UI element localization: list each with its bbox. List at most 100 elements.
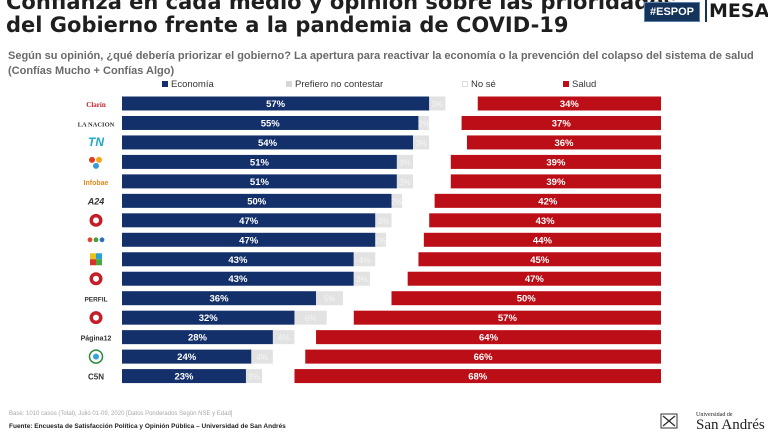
bar-prefiero-6 bbox=[391, 193, 403, 208]
category-label-5: Infobae bbox=[84, 180, 109, 187]
legend-item-economia: Economía bbox=[162, 79, 214, 90]
bar-economia-1 bbox=[122, 96, 430, 111]
bar-prefiero-1 bbox=[429, 96, 446, 111]
label-economia-12: 32% bbox=[199, 313, 219, 324]
bar-salud-15 bbox=[294, 369, 661, 384]
bar-nose-13 bbox=[294, 330, 317, 345]
label-economia-3: 54% bbox=[258, 138, 278, 149]
bar-prefiero-2 bbox=[418, 115, 430, 130]
bar-economia-13 bbox=[122, 330, 273, 345]
label-prefiero-11: 5% bbox=[324, 295, 336, 304]
bar-nose-14 bbox=[272, 349, 306, 364]
mesa-logo: MESA bbox=[705, 0, 768, 22]
footer-base-note: Base: 1010 casos (Total), Julio 01-09, 2… bbox=[9, 411, 233, 417]
label-salud-1: 34% bbox=[560, 99, 580, 110]
label-salud-6: 42% bbox=[538, 196, 558, 207]
label-economia-8: 47% bbox=[239, 235, 259, 246]
label-economia-6: 50% bbox=[247, 196, 267, 207]
category-logo-4 bbox=[89, 156, 102, 169]
category-logo-7 bbox=[89, 213, 103, 227]
label-prefiero-2: 2% bbox=[418, 119, 430, 128]
university-small-text: Universidad de bbox=[696, 412, 733, 418]
bar-salud-9 bbox=[418, 252, 661, 267]
legend-label-economia: Economía bbox=[171, 79, 214, 90]
label-salud-13: 64% bbox=[479, 333, 499, 344]
bar-salud-11 bbox=[391, 291, 661, 306]
bar-economia-7 bbox=[122, 213, 376, 228]
bar-economia-5 bbox=[122, 174, 397, 189]
label-economia-1: 57% bbox=[266, 99, 286, 110]
legend-label-prefiero: Prefiero no contestar bbox=[295, 79, 384, 90]
label-prefiero-3: 3% bbox=[415, 139, 427, 148]
bar-salud-5 bbox=[450, 174, 661, 189]
bar-economia-14 bbox=[122, 349, 252, 364]
bar-nose-3 bbox=[429, 135, 467, 150]
category-label-13: Página12 bbox=[81, 336, 112, 343]
category-logo-10 bbox=[89, 272, 103, 286]
bar-economia-10 bbox=[122, 271, 354, 286]
label-salud-9: 45% bbox=[530, 255, 550, 266]
category-logo-8 bbox=[87, 237, 105, 243]
label-economia-14: 24% bbox=[177, 352, 197, 363]
bar-nose-1 bbox=[445, 96, 478, 111]
legend-swatch-prefiero bbox=[286, 81, 292, 87]
bar-prefiero-5 bbox=[396, 174, 414, 189]
legend-item-prefiero: Prefiero no contestar bbox=[286, 79, 383, 90]
university-logo: Universidad de San Andrés bbox=[660, 412, 768, 432]
label-salud-8: 44% bbox=[533, 235, 553, 246]
label-economia-9: 43% bbox=[228, 255, 248, 266]
label-prefiero-12: 6% bbox=[305, 314, 317, 323]
bar-prefiero-13 bbox=[272, 330, 295, 345]
label-salud-11: 50% bbox=[517, 294, 537, 305]
legend-item-salud: Salud bbox=[563, 79, 596, 90]
bar-nose-11 bbox=[342, 291, 392, 306]
category-logo-9 bbox=[90, 253, 102, 266]
bar-economia-6 bbox=[122, 193, 392, 208]
category-label-11: PERFIL bbox=[84, 297, 107, 304]
espop-badge: #ESPOP bbox=[644, 2, 701, 22]
legend-item-nose: No sé bbox=[462, 79, 496, 90]
bar-prefiero-15 bbox=[245, 369, 263, 384]
label-prefiero-14: 4% bbox=[256, 353, 268, 362]
bar-prefiero-8 bbox=[375, 232, 387, 247]
bar-economia-8 bbox=[122, 232, 376, 247]
bar-salud-10 bbox=[407, 271, 661, 286]
label-prefiero-13: 4% bbox=[278, 334, 290, 343]
category-logo-12 bbox=[89, 311, 103, 325]
bar-salud-2 bbox=[461, 115, 661, 130]
legend-label-salud: Salud bbox=[572, 79, 597, 90]
bar-economia-9 bbox=[122, 252, 354, 267]
bar-nose-9 bbox=[375, 252, 419, 267]
label-prefiero-6: 2% bbox=[391, 197, 403, 206]
bar-prefiero-12 bbox=[294, 310, 327, 325]
bar-nose-5 bbox=[413, 174, 451, 189]
label-salud-3: 36% bbox=[554, 138, 574, 149]
bar-salud-8 bbox=[423, 232, 661, 247]
bar-nose-2 bbox=[429, 115, 462, 130]
label-salud-15: 68% bbox=[468, 372, 488, 383]
label-economia-2: 55% bbox=[261, 118, 281, 129]
bar-nose-8 bbox=[386, 232, 424, 247]
label-economia-4: 51% bbox=[250, 157, 270, 168]
bar-salud-1 bbox=[477, 96, 661, 111]
label-salud-12: 57% bbox=[498, 313, 518, 324]
bar-prefiero-14 bbox=[251, 349, 273, 364]
bar-salud-4 bbox=[450, 154, 661, 169]
bar-prefiero-11 bbox=[316, 291, 343, 306]
bar-salud-6 bbox=[434, 193, 661, 208]
label-prefiero-7: 3% bbox=[378, 217, 390, 226]
bar-prefiero-9 bbox=[353, 252, 376, 267]
footer-source: Fuente: Encuesta de Satisfacción Polític… bbox=[9, 423, 286, 430]
label-prefiero-10: 3% bbox=[356, 275, 368, 284]
bar-prefiero-4 bbox=[396, 154, 414, 169]
bar-prefiero-7 bbox=[375, 213, 392, 228]
bar-nose-4 bbox=[413, 154, 451, 169]
label-economia-10: 43% bbox=[228, 274, 248, 285]
label-economia-11: 36% bbox=[210, 294, 230, 305]
category-logo-14 bbox=[88, 349, 104, 364]
bar-nose-7 bbox=[391, 213, 430, 228]
title-line-1: Confianza en cada medio y opinión sobre … bbox=[6, 0, 677, 14]
bar-nose-10 bbox=[369, 271, 408, 286]
label-salud-5: 39% bbox=[546, 177, 566, 188]
